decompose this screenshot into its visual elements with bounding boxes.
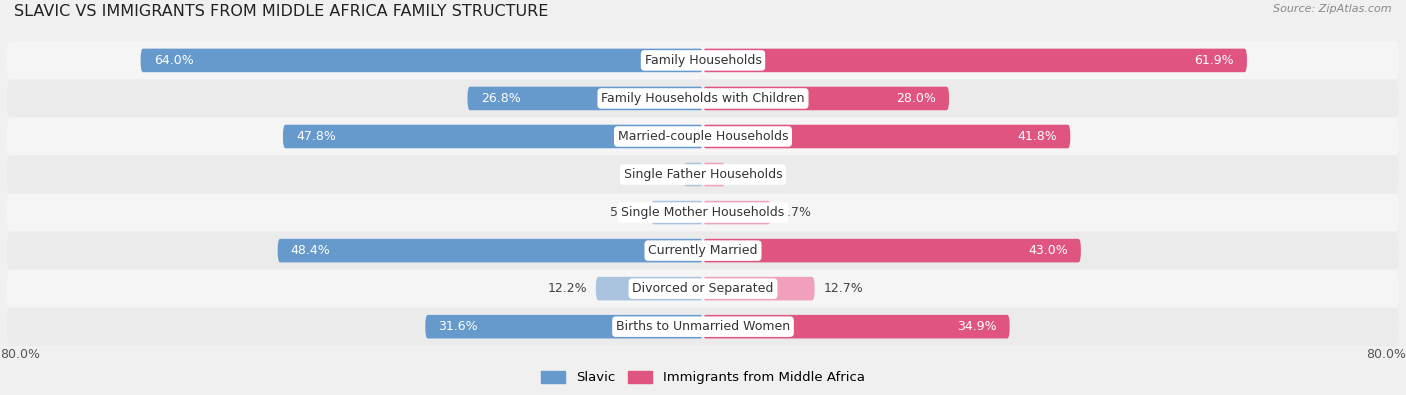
FancyBboxPatch shape [7, 156, 1399, 194]
Text: 43.0%: 43.0% [1028, 244, 1067, 257]
Text: SLAVIC VS IMMIGRANTS FROM MIDDLE AFRICA FAMILY STRUCTURE: SLAVIC VS IMMIGRANTS FROM MIDDLE AFRICA … [14, 4, 548, 19]
Text: 2.2%: 2.2% [643, 168, 675, 181]
Text: 7.7%: 7.7% [779, 206, 811, 219]
Text: 26.8%: 26.8% [481, 92, 520, 105]
FancyBboxPatch shape [141, 49, 703, 72]
Text: Divorced or Separated: Divorced or Separated [633, 282, 773, 295]
Text: 80.0%: 80.0% [1367, 348, 1406, 361]
Legend: Slavic, Immigrants from Middle Africa: Slavic, Immigrants from Middle Africa [541, 371, 865, 384]
Text: 12.2%: 12.2% [547, 282, 588, 295]
Text: 80.0%: 80.0% [0, 348, 39, 361]
Text: Single Father Households: Single Father Households [624, 168, 782, 181]
FancyBboxPatch shape [425, 315, 703, 339]
Text: Births to Unmarried Women: Births to Unmarried Women [616, 320, 790, 333]
Text: Source: ZipAtlas.com: Source: ZipAtlas.com [1274, 4, 1392, 14]
Text: 41.8%: 41.8% [1018, 130, 1057, 143]
Text: 47.8%: 47.8% [297, 130, 336, 143]
FancyBboxPatch shape [7, 308, 1399, 346]
FancyBboxPatch shape [651, 201, 703, 224]
FancyBboxPatch shape [467, 87, 703, 110]
FancyBboxPatch shape [278, 239, 703, 262]
FancyBboxPatch shape [703, 163, 725, 186]
Text: Family Households: Family Households [644, 54, 762, 67]
FancyBboxPatch shape [7, 270, 1399, 308]
Text: 5.9%: 5.9% [610, 206, 643, 219]
FancyBboxPatch shape [703, 49, 1247, 72]
FancyBboxPatch shape [683, 163, 703, 186]
Text: 48.4%: 48.4% [291, 244, 330, 257]
FancyBboxPatch shape [7, 117, 1399, 156]
FancyBboxPatch shape [7, 231, 1399, 270]
FancyBboxPatch shape [7, 41, 1399, 79]
Text: 34.9%: 34.9% [957, 320, 997, 333]
FancyBboxPatch shape [7, 194, 1399, 231]
Text: 12.7%: 12.7% [824, 282, 863, 295]
FancyBboxPatch shape [703, 87, 949, 110]
Text: 2.5%: 2.5% [734, 168, 766, 181]
Text: 31.6%: 31.6% [439, 320, 478, 333]
FancyBboxPatch shape [703, 201, 770, 224]
FancyBboxPatch shape [283, 125, 703, 148]
Text: Currently Married: Currently Married [648, 244, 758, 257]
Text: 64.0%: 64.0% [153, 54, 194, 67]
FancyBboxPatch shape [703, 125, 1070, 148]
FancyBboxPatch shape [596, 277, 703, 301]
Text: Single Mother Households: Single Mother Households [621, 206, 785, 219]
FancyBboxPatch shape [7, 79, 1399, 117]
Text: Family Households with Children: Family Households with Children [602, 92, 804, 105]
FancyBboxPatch shape [703, 315, 1010, 339]
FancyBboxPatch shape [703, 277, 814, 301]
Text: 61.9%: 61.9% [1194, 54, 1234, 67]
FancyBboxPatch shape [703, 239, 1081, 262]
Text: 28.0%: 28.0% [896, 92, 936, 105]
Text: Married-couple Households: Married-couple Households [617, 130, 789, 143]
